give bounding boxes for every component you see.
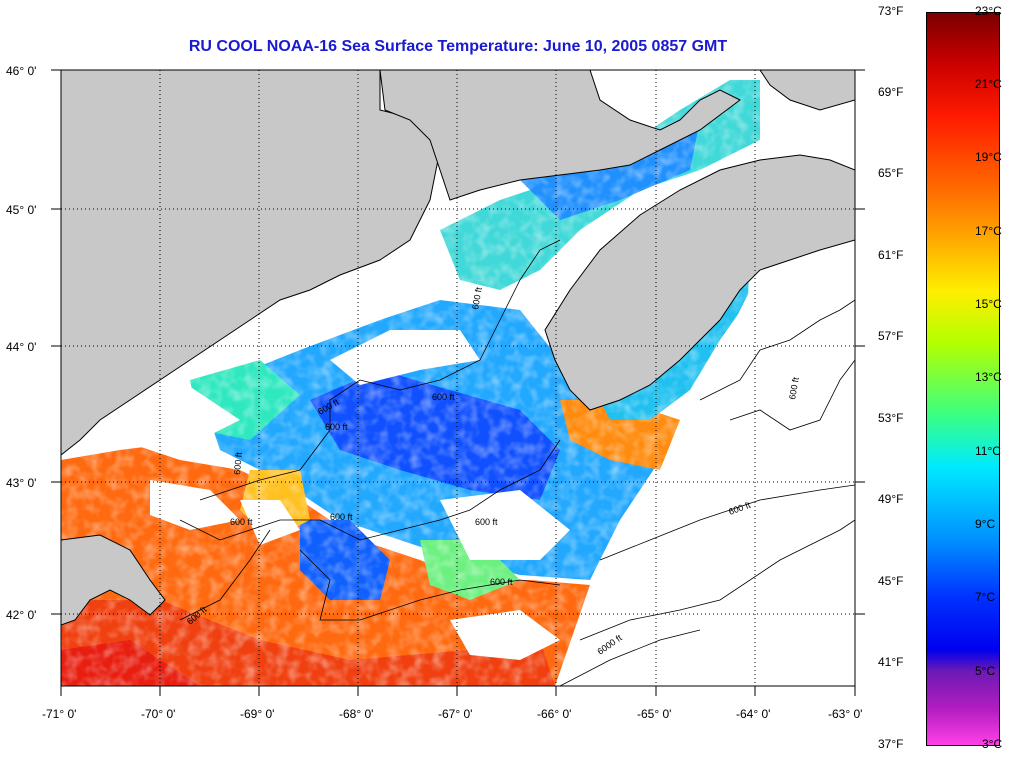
c-label: 3°C [982,737,1003,751]
lat-label: 45° 0' [6,203,36,217]
contour-label: 600 ft [787,376,801,400]
contour-label: 600 ft [475,517,498,527]
latitude-labels: 46° 0' 45° 0' 44° 0' 43° 0' 42° 0' [6,64,36,622]
lat-label: 44° 0' [6,340,36,354]
lon-label: -63° 0' [828,707,862,721]
c-label: 7°C [975,590,996,604]
graticule [61,70,855,686]
c-label: 15°C [975,297,1002,311]
lon-label: -70° 0' [141,707,175,721]
f-label: 61°F [878,248,904,262]
c-label: 19°C [975,150,1002,164]
c-label: 23°C [975,4,1002,18]
lon-label: -71° 0' [42,707,76,721]
land [61,70,855,626]
lat-label: 42° 0' [6,608,36,622]
contour-label: 600 ft [330,512,353,522]
longitude-labels: -71° 0' -70° 0' -69° 0' -68° 0' -67° 0' … [42,707,862,721]
depth-contours [179,239,855,686]
contour-label: 600 ft [232,451,244,475]
c-label: 11°C [975,444,1001,458]
contour-label: 600 ft [325,422,348,432]
lon-label: -68° 0' [339,707,373,721]
map-border [60,69,856,687]
f-label: 57°F [878,329,904,343]
c-label: 17°C [975,224,1002,238]
axis-ticks [51,69,865,696]
lon-label: -69° 0' [240,707,274,721]
contour-label: 600 ft [490,577,513,587]
contour-labels: 600 ft 600 ft 600 ft 600 ft 600 ft 600 f… [185,286,801,657]
f-label: 49°F [878,492,904,506]
f-label: 73°F [878,4,904,18]
c-label: 13°C [975,370,1002,384]
contour-label: 600 ft [470,286,484,310]
lon-label: -67° 0' [438,707,472,721]
lat-label: 43° 0' [6,476,36,490]
f-label: 37°F [878,737,904,751]
lon-label: -64° 0' [736,707,770,721]
temperature-colorbar [926,12,1000,746]
lon-label: -65° 0' [637,707,671,721]
f-label: 41°F [878,655,904,669]
c-label: 21°C [975,77,1002,91]
c-label: 9°C [975,517,996,531]
f-label: 53°F [878,411,904,425]
contour-label: 600 ft [432,392,455,402]
f-label: 45°F [878,574,904,588]
lat-label: 46° 0' [6,64,36,78]
c-label: 5°C [975,664,996,678]
f-label: 65°F [878,166,904,180]
chart-title: RU COOL NOAA-16 Sea Surface Temperature:… [188,38,728,55]
contour-label: 600 ft [230,517,253,527]
lon-label: -66° 0' [537,707,571,721]
f-label: 69°F [878,85,904,99]
